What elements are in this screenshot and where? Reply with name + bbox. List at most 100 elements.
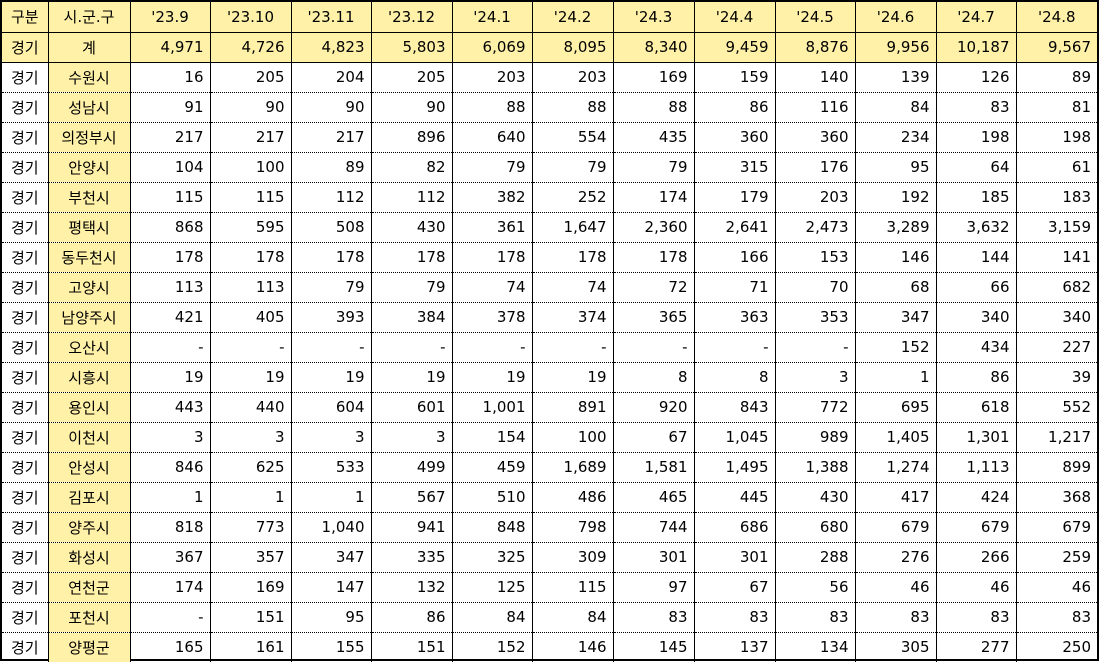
value-cell[interactable]: 100: [210, 152, 292, 183]
value-cell[interactable]: 151: [210, 602, 292, 633]
value-cell[interactable]: 9,567: [1016, 32, 1097, 63]
value-cell[interactable]: 116: [775, 92, 856, 123]
value-cell[interactable]: 145: [613, 632, 695, 662]
gubun-cell[interactable]: 경기: [2, 422, 49, 453]
city-name-cell[interactable]: 용인시: [48, 392, 131, 423]
city-name-cell[interactable]: 안양시: [48, 152, 131, 183]
value-cell[interactable]: 363: [694, 302, 776, 333]
value-cell[interactable]: 601: [371, 392, 453, 423]
value-cell[interactable]: 89: [1016, 62, 1097, 93]
value-cell[interactable]: 1,045: [694, 422, 776, 453]
gubun-cell[interactable]: 경기: [2, 482, 49, 513]
value-cell[interactable]: 315: [694, 152, 776, 183]
value-cell[interactable]: 340: [1016, 302, 1097, 333]
value-cell[interactable]: 2,473: [775, 212, 856, 243]
value-cell[interactable]: 46: [936, 572, 1017, 603]
value-cell[interactable]: 83: [775, 602, 856, 633]
value-cell[interactable]: 843: [694, 392, 776, 423]
value-cell[interactable]: 153: [775, 242, 856, 273]
value-cell[interactable]: 64: [936, 152, 1017, 183]
value-cell[interactable]: 83: [694, 602, 776, 633]
value-cell[interactable]: 430: [775, 482, 856, 513]
value-cell[interactable]: 115: [130, 182, 211, 213]
value-cell[interactable]: 86: [936, 362, 1017, 393]
value-cell[interactable]: 84: [532, 602, 614, 633]
value-cell[interactable]: 486: [532, 482, 614, 513]
gubun-cell[interactable]: 경기: [2, 92, 49, 123]
value-cell[interactable]: 499: [371, 452, 453, 483]
value-cell[interactable]: 8,876: [775, 32, 856, 63]
value-cell[interactable]: 3,289: [855, 212, 937, 243]
value-cell[interactable]: 744: [613, 512, 695, 543]
value-cell[interactable]: 8,340: [613, 32, 695, 63]
value-cell[interactable]: 144: [936, 242, 1017, 273]
value-cell[interactable]: 140: [775, 62, 856, 93]
value-cell[interactable]: 91: [130, 92, 211, 123]
value-cell[interactable]: -: [775, 332, 856, 363]
city-name-cell[interactable]: 동두천시: [48, 242, 131, 273]
value-cell[interactable]: 640: [452, 122, 533, 153]
value-cell[interactable]: 8,095: [532, 32, 614, 63]
value-cell[interactable]: 365: [613, 302, 695, 333]
value-cell[interactable]: 70: [775, 272, 856, 303]
value-cell[interactable]: 3: [210, 422, 292, 453]
value-cell[interactable]: 1,040: [291, 512, 372, 543]
gubun-cell[interactable]: 경기: [2, 302, 49, 333]
gubun-cell[interactable]: 경기: [2, 62, 49, 93]
value-cell[interactable]: 95: [855, 152, 937, 183]
value-cell[interactable]: 72: [613, 272, 695, 303]
value-cell[interactable]: 679: [855, 512, 937, 543]
value-cell[interactable]: 100: [532, 422, 614, 453]
gubun-cell[interactable]: 경기: [2, 362, 49, 393]
value-cell[interactable]: 266: [936, 542, 1017, 573]
value-cell[interactable]: 61: [1016, 152, 1097, 183]
value-cell[interactable]: 179: [694, 182, 776, 213]
city-name-cell[interactable]: 의정부시: [48, 122, 131, 153]
value-cell[interactable]: 360: [694, 122, 776, 153]
value-cell[interactable]: 79: [613, 152, 695, 183]
value-cell[interactable]: 682: [1016, 272, 1097, 303]
value-cell[interactable]: 2,360: [613, 212, 695, 243]
value-cell[interactable]: 152: [452, 632, 533, 662]
value-cell[interactable]: 74: [532, 272, 614, 303]
value-cell[interactable]: 84: [452, 602, 533, 633]
value-cell[interactable]: 19: [291, 362, 372, 393]
value-cell[interactable]: -: [532, 332, 614, 363]
city-name-cell[interactable]: 남양주시: [48, 302, 131, 333]
gubun-cell[interactable]: 경기: [2, 512, 49, 543]
value-cell[interactable]: 169: [210, 572, 292, 603]
value-cell[interactable]: 204: [291, 62, 372, 93]
value-cell[interactable]: 174: [130, 572, 211, 603]
value-cell[interactable]: 19: [210, 362, 292, 393]
value-cell[interactable]: 19: [452, 362, 533, 393]
value-cell[interactable]: 161: [210, 632, 292, 662]
value-cell[interactable]: 347: [291, 542, 372, 573]
city-name-cell[interactable]: 양주시: [48, 512, 131, 543]
value-cell[interactable]: 347: [855, 302, 937, 333]
value-cell[interactable]: 891: [532, 392, 614, 423]
header-cell-month[interactable]: '23.11: [291, 2, 372, 33]
value-cell[interactable]: 132: [371, 572, 453, 603]
gubun-cell[interactable]: 경기: [2, 242, 49, 273]
value-cell[interactable]: 67: [613, 422, 695, 453]
value-cell[interactable]: 66: [936, 272, 1017, 303]
value-cell[interactable]: 3: [775, 362, 856, 393]
value-cell[interactable]: 88: [532, 92, 614, 123]
header-cell-month[interactable]: '24.4: [694, 2, 776, 33]
value-cell[interactable]: 74: [452, 272, 533, 303]
value-cell[interactable]: 185: [936, 182, 1017, 213]
value-cell[interactable]: 604: [291, 392, 372, 423]
value-cell[interactable]: 79: [532, 152, 614, 183]
value-cell[interactable]: 83: [936, 602, 1017, 633]
value-cell[interactable]: 259: [1016, 542, 1097, 573]
value-cell[interactable]: 443: [130, 392, 211, 423]
value-cell[interactable]: 533: [291, 452, 372, 483]
city-name-cell[interactable]: 오산시: [48, 332, 131, 363]
value-cell[interactable]: 772: [775, 392, 856, 423]
city-name-cell[interactable]: 양평군: [48, 632, 131, 662]
value-cell[interactable]: 595: [210, 212, 292, 243]
value-cell[interactable]: 1,274: [855, 452, 937, 483]
value-cell[interactable]: 309: [532, 542, 614, 573]
value-cell[interactable]: 141: [1016, 242, 1097, 273]
city-name-cell[interactable]: 성남시: [48, 92, 131, 123]
